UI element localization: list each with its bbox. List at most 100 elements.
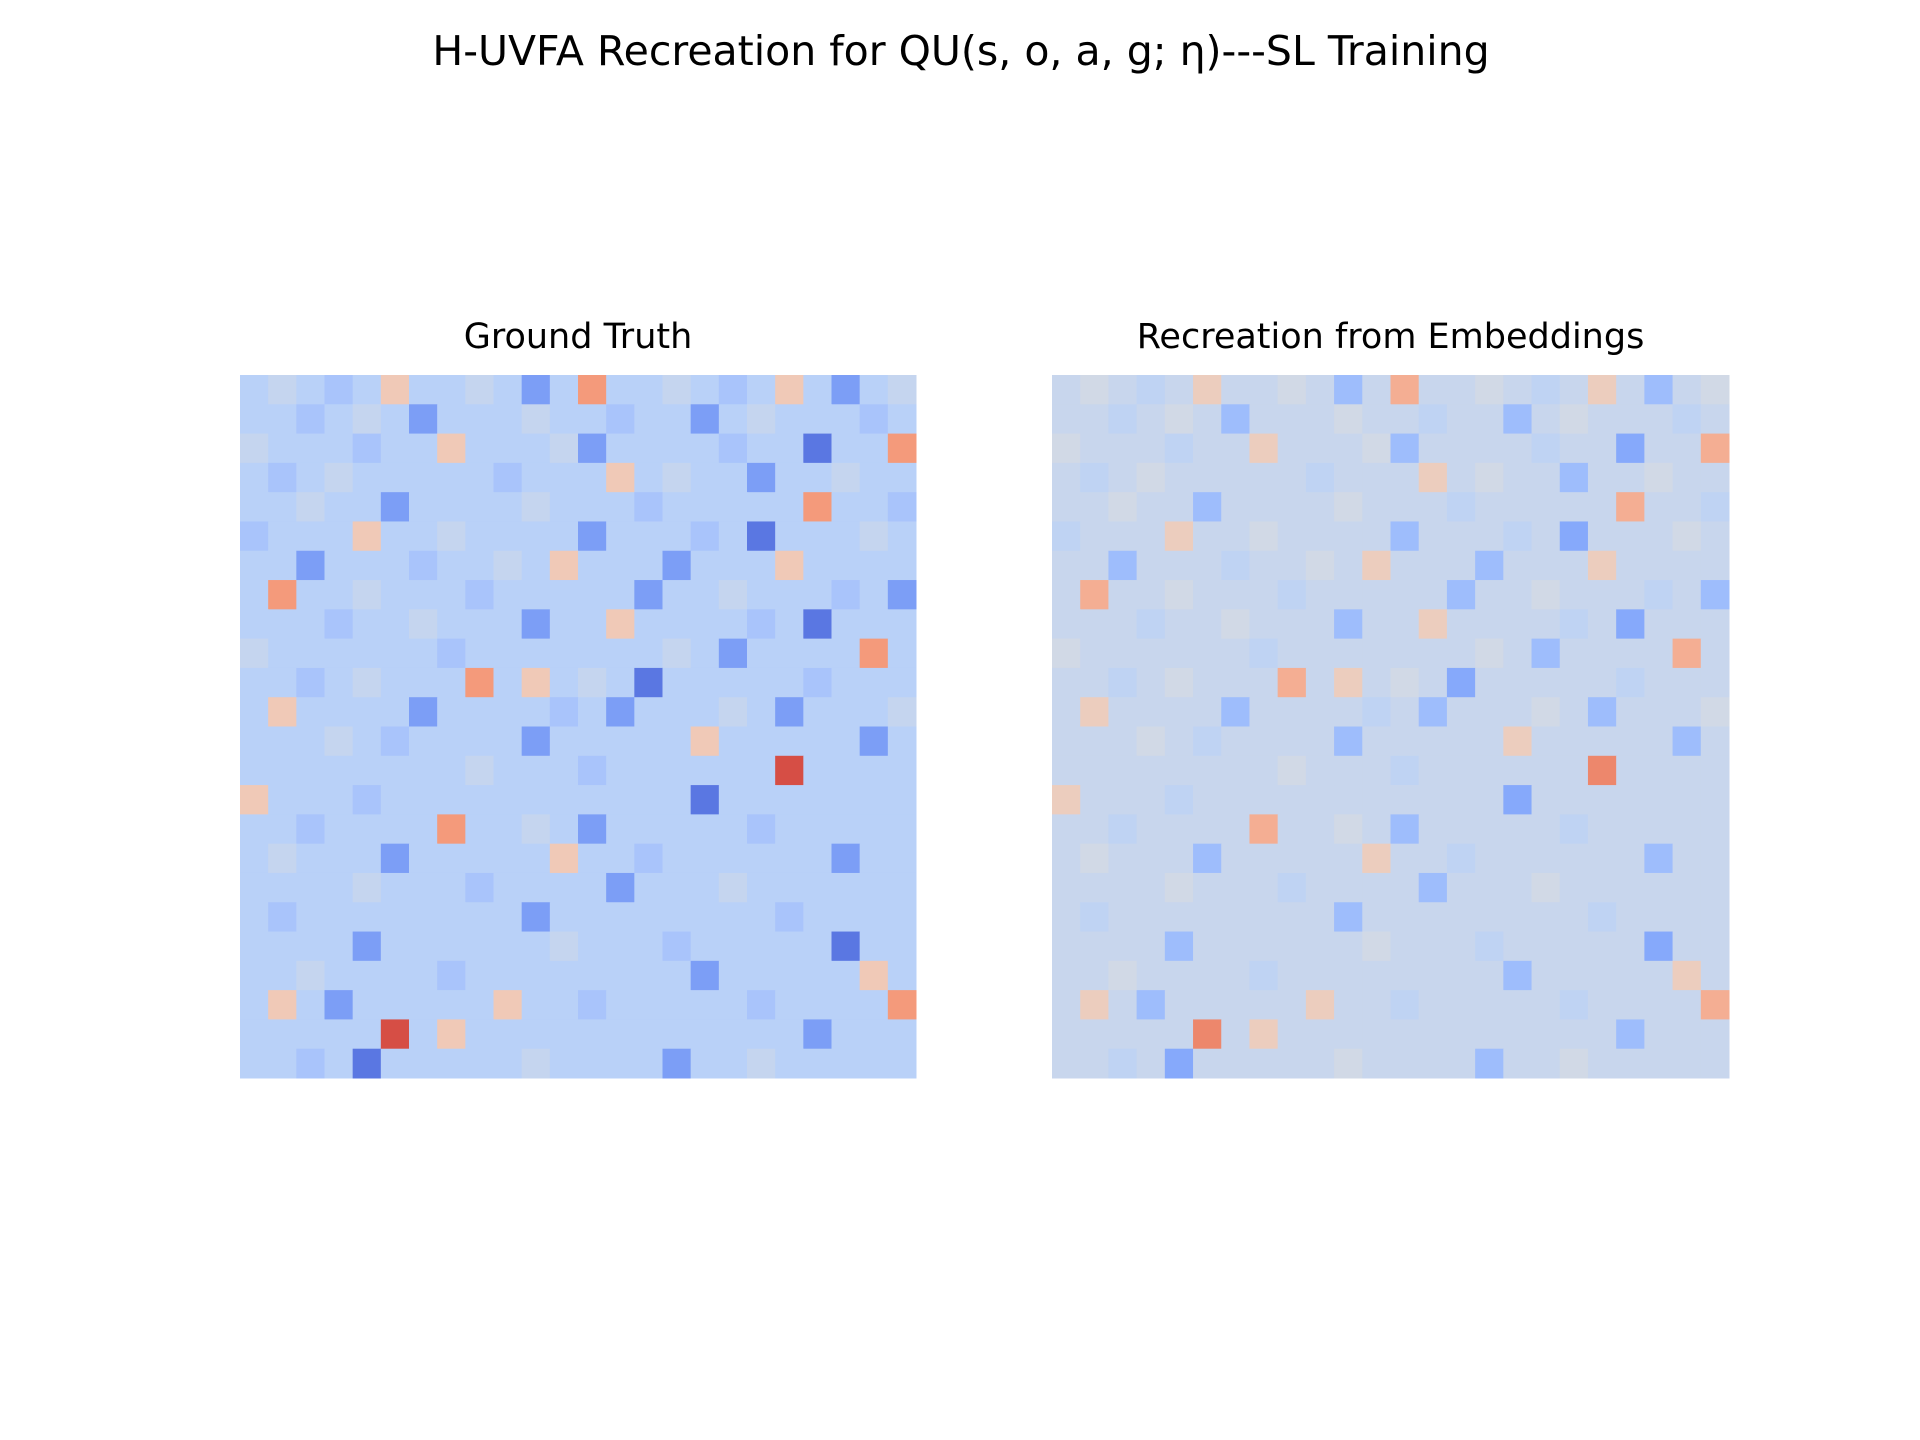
heatmap-cell [1164,902,1194,933]
heatmap-cell [1193,609,1222,640]
heatmap-cell [1503,462,1533,493]
heatmap-cell [690,726,720,757]
heatmap-cell [1700,580,1730,610]
heatmap-cell [324,755,354,786]
heatmap-cell [296,1048,325,1079]
heatmap-cell [859,609,889,640]
heatmap-cell [690,814,720,845]
heatmap-cell [887,667,917,698]
heatmap-cell [1052,990,1081,1020]
heatmap-cell [409,462,438,493]
heatmap-cell [859,375,889,405]
heatmap-cell [493,843,523,874]
heatmap-cell [521,960,551,991]
heatmap-cell [1136,872,1166,903]
heatmap-cell [1080,550,1109,581]
heatmap-cell [324,726,354,757]
heatmap-cell [690,667,720,698]
heatmap-cell [634,931,663,962]
heatmap-cell [662,755,692,786]
heatmap-cell [352,843,382,874]
heatmap-cell [1305,492,1335,522]
heatmap-cell [1193,872,1222,903]
heatmap-cell [1644,433,1674,464]
heatmap-cell [324,404,354,435]
heatmap-cell [521,667,551,698]
heatmap-cell [1446,638,1476,669]
heatmap-cell [747,667,776,698]
heatmap-cell [1080,404,1109,435]
heatmap-cell [352,580,382,610]
heatmap-cell [1334,492,1363,522]
heatmap-cell [578,580,607,610]
heatmap-cell [1108,814,1138,845]
heatmap-cell [380,785,410,815]
panel-title: Recreation from Embeddings [1137,317,1645,357]
heatmap-cell [493,521,523,552]
heatmap-cell [1446,667,1476,698]
heatmap-cell [803,843,832,874]
heatmap-cell [1108,433,1138,464]
heatmap-cell [549,902,579,933]
heatmap-cell [1559,814,1589,845]
heatmap-cell [324,990,354,1020]
heatmap-cell [1052,902,1081,933]
heatmap-cell [1559,785,1589,815]
heatmap-cell [465,1048,494,1079]
heatmap-cell [887,1048,917,1079]
heatmap-cell [268,902,297,933]
heatmap-cell [268,843,297,874]
heatmap-cell [493,990,523,1020]
heatmap-cell [1164,872,1194,903]
heatmap-cell [775,404,804,435]
heatmap-cell [1700,755,1730,786]
heatmap-cell [634,785,663,815]
heatmap-cell [1362,990,1391,1020]
heatmap-cell [1136,638,1166,669]
heatmap-cell [831,521,861,552]
heatmap-cell [1644,1019,1674,1050]
heatmap-cell [690,872,720,903]
heatmap-cell [549,550,579,581]
heatmap-cell [1249,697,1279,727]
heatmap-cell [240,492,269,522]
heatmap-cell [1277,931,1307,962]
heatmap-cell [859,404,889,435]
heatmap-cell [1164,492,1194,522]
heatmap-cell [1277,609,1307,640]
heatmap-cell [1193,404,1222,435]
heatmap-cell [775,872,804,903]
heatmap-cell [1249,580,1279,610]
heatmap-cell [1475,814,1504,845]
heatmap-cell [606,492,635,522]
heatmap-cell [1080,960,1109,991]
heatmap-cell [1418,404,1448,435]
heatmap-cell [1531,375,1561,405]
heatmap-cell [1052,462,1081,493]
heatmap-cell [1305,872,1335,903]
heatmap-cell [1644,521,1674,552]
heatmap-cell [775,931,804,962]
heatmap-cell [803,433,832,464]
heatmap-cell [380,462,410,493]
heatmap-cell [493,580,523,610]
heatmap-cell [1503,872,1533,903]
heatmap-cell [296,872,325,903]
heatmap-cell [662,492,692,522]
heatmap-cell [1587,990,1617,1020]
heatmap-cell [634,521,663,552]
heatmap-cell [296,697,325,727]
heatmap-cell [1672,726,1702,757]
heatmap-cell [1052,667,1081,698]
heatmap-cell [690,902,720,933]
heatmap-cell [1305,931,1335,962]
heatmap-cell [1305,755,1335,786]
heatmap-cell [1616,433,1645,464]
heatmap-cell [1587,667,1617,698]
heatmap-cell [437,404,466,435]
heatmap-cell [1249,931,1279,962]
heatmap-cell [1193,843,1222,874]
heatmap-cell [1700,902,1730,933]
heatmap-cell [1362,1048,1391,1079]
heatmap-cell [1362,931,1391,962]
